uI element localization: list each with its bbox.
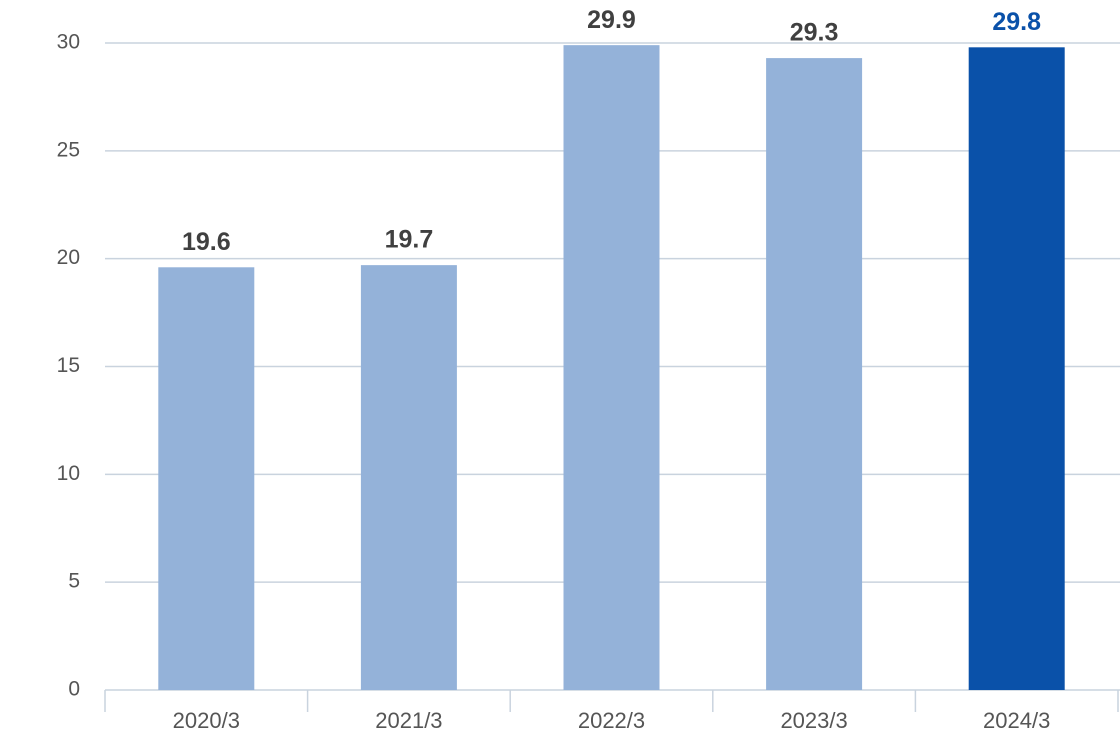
bar bbox=[360, 265, 457, 690]
bar bbox=[968, 47, 1065, 690]
x-tick-label: 2022/3 bbox=[578, 708, 645, 733]
y-tick-label: 0 bbox=[68, 678, 80, 701]
y-tick-label: 20 bbox=[57, 246, 80, 269]
x-tick-label: 2023/3 bbox=[780, 708, 847, 733]
bar bbox=[766, 58, 863, 690]
value-label: 29.8 bbox=[992, 8, 1041, 36]
x-tick-label: 2021/3 bbox=[375, 708, 442, 733]
y-tick-label: 10 bbox=[57, 462, 80, 485]
x-tick-label: 2024/3 bbox=[983, 708, 1050, 733]
x-tick-label: 2020/3 bbox=[173, 708, 240, 733]
value-label: 29.3 bbox=[790, 19, 839, 47]
bar bbox=[563, 45, 660, 690]
value-label: 19.7 bbox=[385, 226, 434, 254]
y-tick-label: 30 bbox=[57, 31, 80, 54]
value-label: 19.6 bbox=[182, 228, 231, 256]
y-tick-label: 25 bbox=[57, 138, 80, 161]
y-tick-label: 15 bbox=[57, 354, 80, 377]
y-tick-label: 5 bbox=[68, 570, 80, 593]
value-label: 29.9 bbox=[587, 6, 636, 34]
bar bbox=[158, 267, 255, 690]
